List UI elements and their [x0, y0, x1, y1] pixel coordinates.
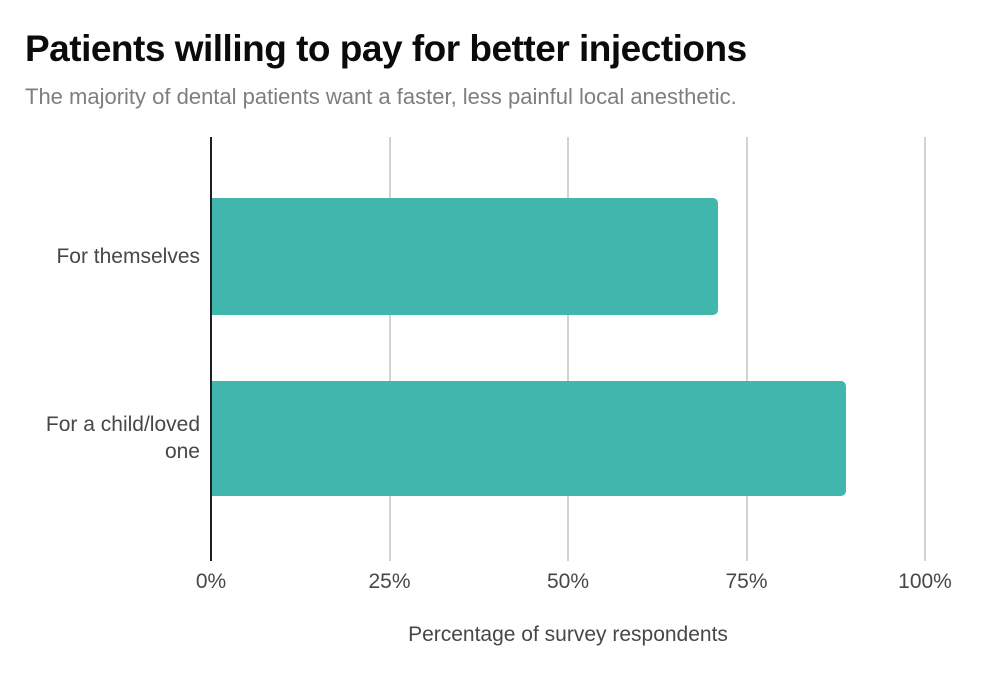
gridline-50 [567, 137, 569, 561]
x-tick-0: 0% [195, 570, 227, 593]
x-tick-50: 50% [546, 570, 590, 593]
gridline-25 [388, 137, 391, 561]
y-axis-line [210, 137, 212, 561]
category-label-for-child-loved-one: For a child/loved one [45, 413, 200, 463]
x-tick-100: 100% [898, 570, 952, 593]
gridline-100 [924, 137, 926, 561]
x-axis-title: Percentage of survey respondents [408, 623, 728, 646]
gridline-75 [745, 137, 748, 561]
bar-for-themselves [211, 198, 718, 315]
chart-subtitle: The majority of dental patients want a f… [25, 84, 737, 109]
x-axis-ticks: 0% 25% 50% 75% 100% [196, 570, 952, 596]
x-tick-75: 75% [725, 570, 768, 593]
plot-area [210, 137, 926, 561]
x-tick-25: 25% [368, 570, 411, 593]
category-label-for-themselves: For themselves [56, 245, 200, 268]
chart-title: Patients willing to pay for better injec… [25, 28, 747, 69]
bar-for-child-loved-one [211, 381, 847, 496]
